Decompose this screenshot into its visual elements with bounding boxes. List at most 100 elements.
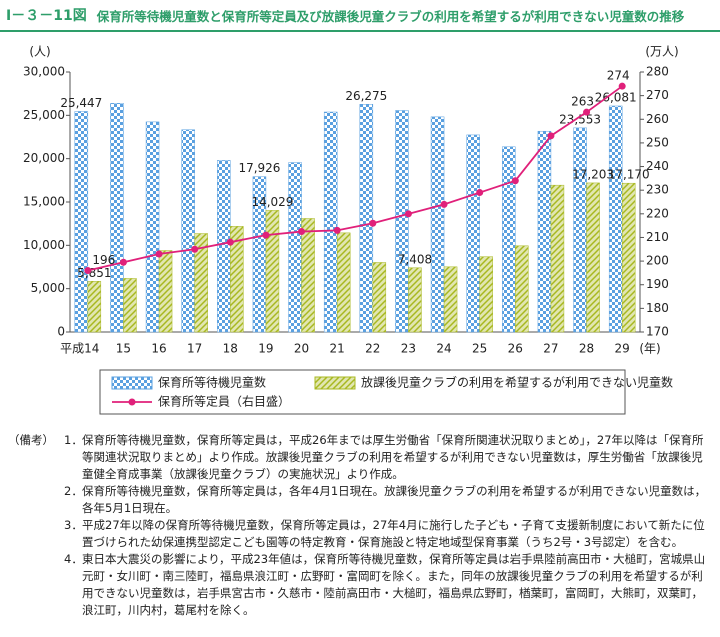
data-label: 263 — [571, 95, 594, 109]
x-tick-label: 21 — [330, 342, 345, 356]
line-point — [404, 210, 412, 218]
title: 保育所等待機児童数と保育所等定員及び放課後児童クラブの利用を希望するが利用できな… — [96, 8, 685, 24]
y2-tick-label: 250 — [646, 135, 669, 149]
note: 3． 平成27年以降の保育所等待機児童数，保育所等定員は，27年4月に施行した子ど… — [8, 517, 712, 551]
y2-tick-label: 230 — [646, 183, 669, 197]
line-point — [618, 82, 626, 90]
line-point — [547, 132, 555, 140]
y-axis-label: (人) — [29, 45, 50, 59]
x-tick-label: 23 — [401, 342, 416, 356]
y2-tick-label: 180 — [646, 301, 669, 315]
notes-label — [8, 551, 64, 619]
y2-tick-label: 190 — [646, 277, 669, 291]
note-number: 3． — [64, 518, 83, 532]
y2-tick-label: 260 — [646, 112, 669, 126]
y-tick-label: 30,000 — [23, 65, 65, 79]
line-point — [583, 108, 591, 116]
note-text: 平成27年以降の保育所等待機児童数，保育所等定員は，27年4月に施行した子ども・… — [82, 518, 705, 549]
bar — [515, 245, 529, 333]
line-point — [262, 231, 270, 239]
line-point — [333, 226, 341, 234]
data-label: 17,203 — [572, 167, 614, 181]
y-tick-label: 20,000 — [23, 151, 65, 165]
notes-label — [8, 483, 64, 517]
bar — [110, 103, 124, 333]
y2-tick-label: 270 — [646, 88, 669, 102]
data-label: 17,926 — [238, 161, 280, 175]
data-label: 274 — [607, 69, 630, 83]
bar — [288, 162, 302, 333]
bar — [145, 121, 160, 333]
note: 4． 東日本大震災の影響により，平成23年値は，保育所等待機児童数，保育所等定員は… — [8, 551, 712, 619]
y2-tick-label: 200 — [646, 254, 669, 268]
y-tick-label: 0 — [57, 325, 65, 339]
x-axis-label: (年) — [639, 342, 660, 356]
data-label: 26,081 — [595, 90, 637, 104]
line-point — [84, 267, 92, 275]
bar — [301, 218, 315, 333]
line-point — [369, 219, 377, 227]
note: 2． 保育所等待機児童数，保育所等定員は，各年4月1日現在。放課後児童クラブの利用… — [8, 483, 712, 517]
bar — [537, 130, 552, 333]
x-tick-label: 平成14 — [60, 342, 99, 356]
notes-label: （備考） — [8, 433, 54, 447]
bar — [194, 233, 208, 333]
legend-swatch — [111, 376, 153, 390]
x-tick-label: 18 — [223, 342, 238, 356]
line-point — [476, 189, 484, 197]
bar — [502, 146, 516, 333]
bar — [466, 134, 480, 333]
legend-label: 保育所等定員（右目盛） — [158, 394, 290, 409]
bar — [443, 266, 458, 333]
bar — [479, 256, 493, 333]
line-point — [298, 228, 306, 236]
y2-tick-label: 240 — [646, 159, 669, 173]
bar — [265, 210, 280, 333]
x-tick-label: 22 — [365, 342, 380, 356]
data-label: 14,029 — [251, 195, 293, 209]
y-tick-label: 25,000 — [23, 108, 65, 122]
legend-box — [99, 369, 626, 415]
notes: （備考） 1． 保育所等待機児童数，保育所等定員は，平成26年までは厚生労働省「保育… — [8, 432, 712, 619]
note-number: 2． — [64, 484, 83, 498]
bar — [74, 111, 89, 333]
x-tick-label: 20 — [294, 342, 309, 356]
x-tick-label: 26 — [508, 342, 523, 356]
bar — [372, 262, 387, 333]
x-tick-label: 16 — [151, 342, 166, 356]
figure-number: Ⅰ－３－11図 — [6, 8, 87, 24]
chart: 0 5,000 10,000 15,000 20,000 25,000 30,000 170 1… — [23, 45, 679, 415]
y-tick-label: 10,000 — [23, 238, 65, 252]
data-label: 26,275 — [345, 89, 387, 103]
y2-tick-label: 220 — [646, 206, 669, 220]
x-tick-label: 24 — [436, 342, 451, 356]
bar — [359, 104, 374, 333]
bar — [608, 105, 623, 333]
y-tick-label: 5,000 — [31, 281, 65, 295]
line — [87, 85, 623, 272]
data-label: 196 — [92, 253, 115, 267]
note: （備考） 1． 保育所等待機児童数，保育所等定員は，平成26年までは厚生労働省「保育… — [8, 432, 712, 483]
note-number: 1． — [64, 433, 83, 447]
line-point — [191, 245, 199, 253]
bar — [573, 127, 587, 333]
y2-tick-label: 210 — [646, 230, 669, 244]
line-point — [440, 200, 448, 208]
note-text: 東日本大震災の影響により，平成23年値は，保育所等待機児童数，保育所等定員は岩手… — [82, 552, 706, 617]
bar — [586, 182, 600, 333]
data-label: 17,170 — [608, 168, 650, 182]
bar — [430, 116, 445, 333]
legend-swatch — [128, 398, 136, 406]
x-tick-label: 25 — [472, 342, 487, 356]
bar — [158, 250, 173, 333]
bar — [323, 111, 338, 333]
bar — [395, 110, 409, 333]
bar — [230, 226, 244, 333]
y2-axis-label: (万人) — [645, 45, 678, 59]
note-number: 4． — [64, 552, 83, 566]
note-text: 保育所等待機児童数，保育所等定員は，平成26年までは厚生労働省「保育所関連状況取… — [82, 433, 704, 481]
x-tick-label: 27 — [543, 342, 558, 356]
legend-swatch — [314, 376, 356, 390]
data-label: 7,408 — [398, 252, 432, 266]
